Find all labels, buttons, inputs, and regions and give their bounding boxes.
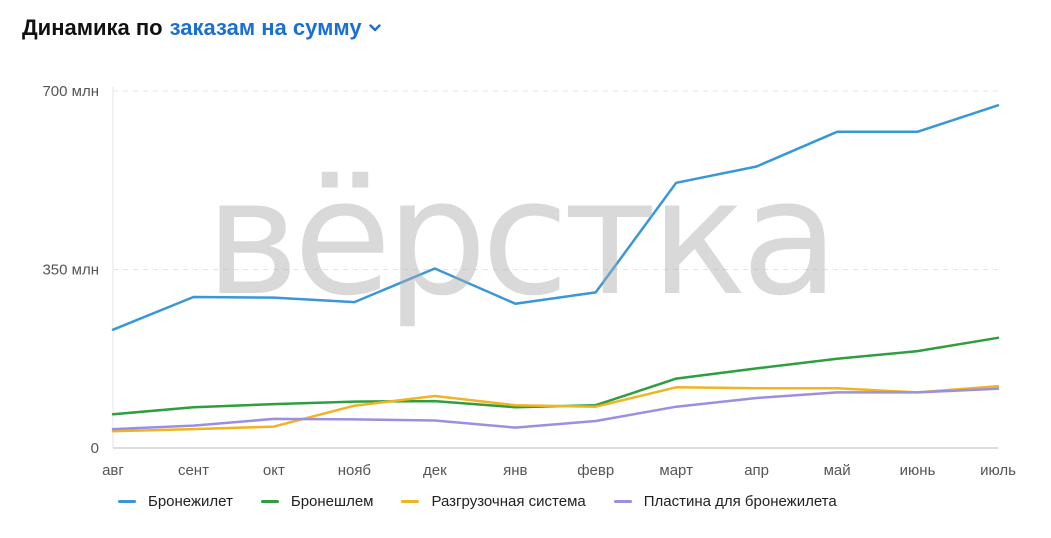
- x-tick-label: нояб: [338, 462, 371, 479]
- x-tick-label: апр: [744, 462, 769, 479]
- series-line-3: [111, 385, 1000, 433]
- legend-swatch: [613, 500, 632, 503]
- x-tick-label: окт: [263, 462, 285, 479]
- chart-header: Динамика по заказам на сумму: [22, 12, 381, 44]
- metric-selector-label: заказам на сумму: [169, 15, 362, 40]
- x-tick-label: авг: [102, 462, 124, 479]
- legend-label: Бронежилет: [148, 493, 233, 510]
- legend-swatch: [118, 500, 136, 503]
- legend-swatch: [401, 500, 420, 503]
- legend-item[interactable]: Бронежилет: [118, 493, 233, 510]
- legend-item[interactable]: Пластина для бронежилета: [613, 493, 837, 510]
- watermark: вёрстка: [205, 144, 839, 331]
- x-tick-label: май: [824, 462, 851, 479]
- series-line-2: [111, 336, 1000, 416]
- x-tick-label: июль: [980, 462, 1016, 479]
- legend-item[interactable]: Бронешлем: [260, 493, 374, 510]
- y-tick-label: 700 млн: [42, 83, 99, 100]
- y-tick-label: 0: [91, 440, 99, 457]
- metric-selector[interactable]: заказам на сумму: [170, 15, 381, 41]
- x-tick-label: март: [659, 462, 693, 479]
- legend-label: Разгрузочная система: [431, 493, 586, 510]
- series-line-1: [111, 104, 1000, 331]
- chevron-down-icon: [368, 24, 381, 32]
- x-tick-label: сент: [178, 462, 209, 479]
- chart-title-prefix: Динамика по: [22, 15, 163, 40]
- legend-item[interactable]: Разгрузочная система: [401, 493, 586, 510]
- legend-label: Пластина для бронежилета: [643, 493, 837, 510]
- x-tick-label: янв: [503, 462, 527, 479]
- chart-legend: Бронежилет Бронешлем Разгрузочная система П…: [118, 493, 865, 510]
- x-tick-label: февр: [577, 462, 614, 479]
- x-tick-label: июнь: [900, 462, 936, 479]
- x-tick-label: дек: [423, 462, 447, 479]
- series-line-4: [111, 387, 1000, 431]
- y-tick-label: 350 млн: [42, 262, 99, 279]
- legend-label: Бронешлем: [290, 493, 374, 510]
- legend-swatch: [260, 500, 279, 503]
